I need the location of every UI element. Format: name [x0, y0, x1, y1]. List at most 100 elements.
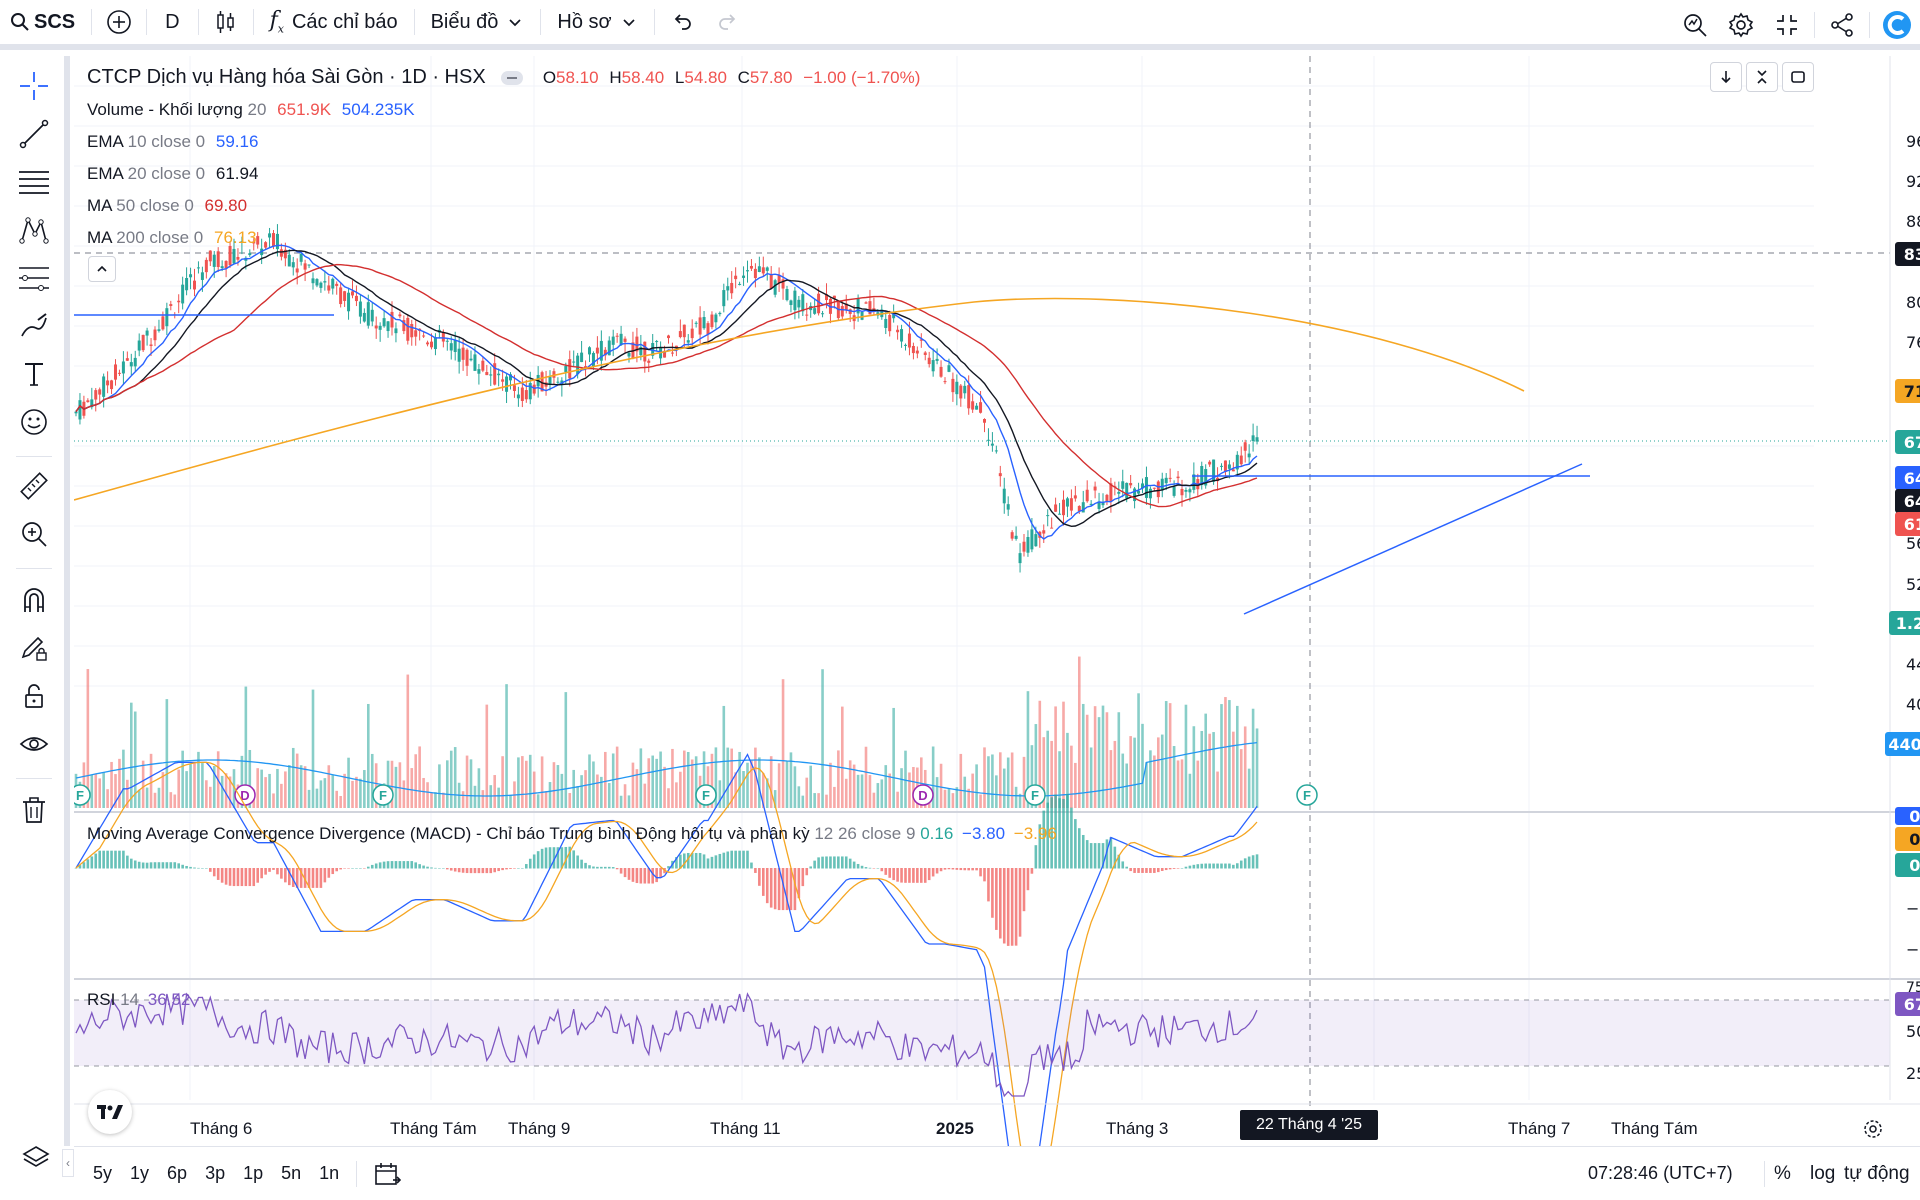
candle-body	[426, 342, 430, 345]
log-toggle[interactable]: log	[1810, 1162, 1836, 1184]
redo-button[interactable]	[705, 0, 751, 44]
volume-bar	[525, 760, 528, 808]
candle-body	[1069, 498, 1073, 511]
ema20-legend[interactable]: EMA 20 close 0 61.94	[87, 164, 258, 184]
divider	[91, 9, 93, 35]
percent-toggle[interactable]: %	[1774, 1162, 1791, 1184]
undo-button[interactable]	[659, 0, 705, 44]
fib-tool[interactable]	[14, 258, 54, 298]
tv-logo[interactable]	[88, 1090, 132, 1134]
time-axis-settings-button[interactable]	[1862, 1118, 1884, 1145]
volume-legend[interactable]: Volume - Khối lượng 20 651.9K 504.235K	[87, 100, 415, 120]
candle-body	[647, 360, 651, 363]
candle-body	[1180, 488, 1184, 496]
text-tool[interactable]	[14, 354, 54, 394]
share-button[interactable]	[1819, 3, 1865, 47]
macd-legend[interactable]: Moving Average Convergence Divergence (M…	[87, 824, 1057, 844]
expand-toolbar-handle[interactable]: ‹	[62, 1149, 74, 1177]
rsi-legend[interactable]: RSI 14 36.52	[87, 990, 190, 1010]
profile-menu-button[interactable]: Hồ sơ	[545, 0, 649, 47]
candle-body	[335, 283, 339, 286]
hide-drawings-tool[interactable]	[14, 724, 54, 764]
volume-bar	[130, 702, 133, 808]
emoji-tool[interactable]	[14, 402, 54, 442]
range-5y-button[interactable]: 5y	[93, 1163, 113, 1183]
maximize-icon	[1791, 71, 1805, 83]
compare-button[interactable]	[96, 0, 142, 44]
macd-histogram-bar	[1141, 868, 1144, 873]
alert-button[interactable]	[1672, 3, 1718, 47]
pane-collapse-button[interactable]	[1746, 62, 1778, 92]
range-1d-button[interactable]: 1n	[319, 1163, 340, 1183]
candle-body	[1085, 489, 1089, 502]
event-marker-letter: D	[918, 788, 927, 803]
volume-bar	[1224, 697, 1227, 808]
ma50-legend[interactable]: MA 50 close 0 69.80	[87, 196, 247, 216]
candle-body	[860, 311, 864, 320]
event-marker-letter: F	[76, 788, 84, 803]
volume-bar	[331, 775, 335, 808]
pattern-tool[interactable]	[14, 210, 54, 250]
volume-bar	[734, 772, 737, 808]
magnet-tool[interactable]	[14, 580, 54, 620]
brand-logo[interactable]	[1874, 3, 1920, 47]
range-3m-button[interactable]: 3p	[205, 1163, 226, 1183]
interval-button[interactable]: D	[165, 10, 180, 33]
legend-toggle[interactable]	[501, 70, 524, 85]
chart-area[interactable]: F D F F D F F CTCP Dịch vụ Hàng hóa Sài Gòn · …	[62, 56, 1920, 1177]
lock-all-tool[interactable]	[14, 676, 54, 716]
chart-type-button[interactable]	[203, 0, 249, 44]
symbol-search[interactable]: SCS	[0, 0, 87, 47]
macd-histogram-bar	[122, 850, 125, 869]
macd-histogram-bar	[1109, 837, 1113, 869]
volume-bar	[979, 794, 982, 808]
trend-line-tool[interactable]	[14, 114, 54, 154]
candle-body	[430, 341, 433, 348]
pane-maximize-button[interactable]	[1782, 62, 1814, 92]
horizontal-lines-tool[interactable]	[14, 162, 54, 202]
range-1m-button[interactable]: 1p	[243, 1163, 264, 1183]
range-5d-button[interactable]: 5n	[281, 1163, 302, 1183]
measure-tool[interactable]	[14, 466, 54, 506]
volume-bar	[995, 775, 998, 808]
candle-body	[236, 256, 240, 260]
remove-drawings-tool[interactable]	[14, 790, 54, 830]
ema10-param: 10 close 0	[127, 132, 206, 151]
volume-bar	[671, 748, 674, 808]
range-6m-button[interactable]: 6p	[167, 1163, 188, 1183]
ma50-line	[75, 263, 1258, 508]
clock-label[interactable]: 07:28:46 (UTC+7)	[1588, 1163, 1733, 1183]
candle-body	[1022, 541, 1026, 552]
volume-bar	[367, 703, 370, 808]
lock-pencil-icon	[21, 636, 47, 661]
macd-histogram-bar	[216, 868, 220, 880]
crosshair-tool[interactable]	[14, 66, 54, 106]
goto-date-button[interactable]	[365, 1160, 409, 1188]
object-tree-button[interactable]	[16, 1138, 56, 1178]
candle-body	[279, 249, 283, 257]
candle-body	[655, 341, 659, 343]
brush-tool[interactable]	[14, 306, 54, 346]
volume-bar	[726, 747, 730, 808]
lock-drawings-tool[interactable]	[14, 628, 54, 668]
macd-histogram-bar	[280, 868, 283, 879]
collapse-legend-button[interactable]	[88, 256, 116, 282]
fullscreen-button[interactable]	[1764, 3, 1810, 47]
candle-body	[1014, 535, 1018, 539]
event-marker	[1296, 784, 1318, 806]
macd-histogram-bar	[852, 861, 856, 869]
charts-menu-button[interactable]: Biểu đồ	[419, 0, 537, 47]
volume-bar	[821, 669, 824, 808]
macd-histogram-bar	[497, 868, 500, 872]
zoom-tool[interactable]	[14, 514, 54, 554]
ma200-legend[interactable]: MA 200 close 0 76.13	[87, 228, 257, 248]
pane-move-down-button[interactable]	[1710, 62, 1742, 92]
candle-body	[702, 317, 706, 329]
macd-histogram-bar	[442, 868, 445, 869]
ema10-legend[interactable]: EMA 10 close 0 59.16	[87, 132, 258, 152]
indicators-button[interactable]: fx Các chỉ báo	[258, 0, 410, 47]
settings-button[interactable]	[1718, 3, 1764, 47]
auto-scale-toggle[interactable]: tự động	[1844, 1162, 1910, 1184]
range-1y-button[interactable]: 1y	[130, 1163, 150, 1183]
